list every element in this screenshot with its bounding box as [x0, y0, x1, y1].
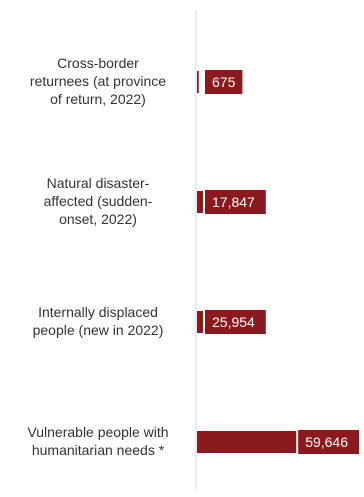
value-label-0: 675 [212, 74, 236, 90]
category-label-0: Cross-border returnees (at province of ret… [30, 55, 166, 107]
category-labels-group: Cross-border returnees (at province of ret… [27, 55, 168, 458]
value-label-3: 59,646 [305, 434, 348, 450]
value-label-box-1 [203, 188, 268, 216]
value-label-1: 17,847 [212, 194, 255, 210]
value-label-2: 25,954 [212, 314, 255, 330]
value-label-box-3 [296, 428, 362, 456]
value-label-box-2 [203, 308, 268, 336]
value-label-box-0 [203, 68, 245, 96]
category-label-3: Vulnerable people with humanitarian needs… [27, 424, 168, 458]
bars-group: 675 17,847 25,954 59,646 [197, 68, 362, 456]
category-label-1: Natural disaster-affected (sudden-onset,… [44, 175, 153, 227]
category-label-2: Internally displaced people (new in 2022) [33, 304, 164, 338]
bar-0 [197, 71, 199, 93]
